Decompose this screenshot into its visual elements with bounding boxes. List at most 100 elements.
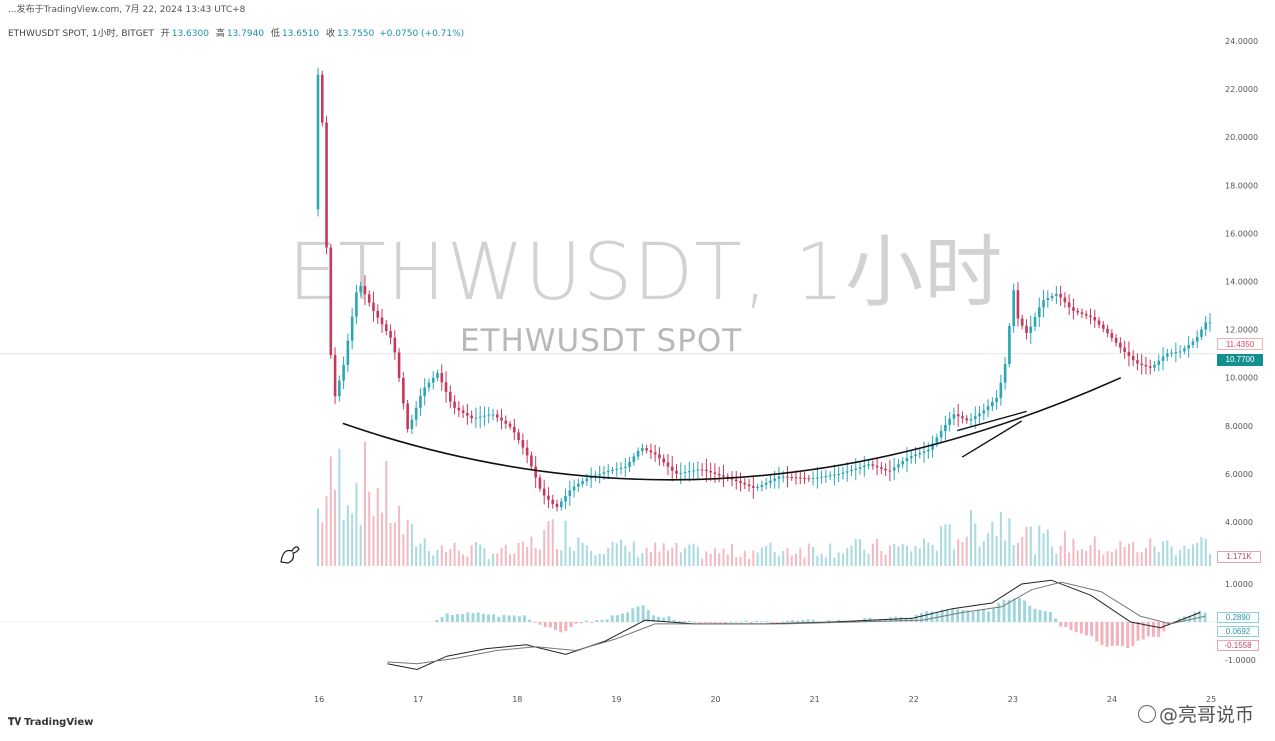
candle-body xyxy=(1076,310,1079,313)
macd-histogram-bar xyxy=(760,621,764,623)
volume-bar xyxy=(1098,549,1101,566)
volume-bar xyxy=(351,513,354,566)
tradingview-logo[interactable]: 𝐓𝐕 TradingView xyxy=(8,717,93,728)
volume-bar xyxy=(521,541,524,566)
candle-body xyxy=(692,470,695,472)
volume-bar xyxy=(893,543,896,566)
x-tick-label: 18 xyxy=(512,695,522,704)
candle-body xyxy=(1119,342,1122,348)
volume-bar xyxy=(1025,527,1028,566)
volume-bar xyxy=(598,553,601,566)
volume-bar xyxy=(1174,555,1177,566)
volume-bar xyxy=(1038,525,1041,566)
candle-body xyxy=(572,486,576,491)
candle-body xyxy=(820,476,823,478)
y-tick-label: 18.0000 xyxy=(1225,181,1258,190)
candle-body xyxy=(346,340,350,365)
volume-bar xyxy=(1166,540,1169,566)
candle-body xyxy=(525,447,529,456)
macd-histogram-bar xyxy=(476,612,480,622)
candle-body xyxy=(752,486,755,488)
volume-bar xyxy=(709,554,712,566)
volume-bar xyxy=(406,519,409,566)
candle-body xyxy=(965,418,969,421)
candle-body xyxy=(1144,365,1148,367)
candle-body xyxy=(709,471,712,473)
macd-histogram-bar xyxy=(796,620,800,622)
candle-body xyxy=(662,458,666,463)
candle-body xyxy=(542,488,546,496)
wedge-lower-line xyxy=(961,420,1023,458)
macd-histogram-bar xyxy=(791,620,795,622)
x-tick-label: 22 xyxy=(909,695,919,704)
macd-histogram-bar xyxy=(708,622,712,623)
macd-histogram-bar xyxy=(1074,622,1078,633)
candle-body xyxy=(824,476,828,478)
macd-histogram-bar xyxy=(631,608,635,622)
volume-bar xyxy=(1127,543,1130,566)
volume-bar xyxy=(517,543,520,566)
candle-body xyxy=(611,469,614,471)
volume-bar xyxy=(940,526,943,566)
macd-histogram-bar xyxy=(1033,608,1037,622)
volume-bar xyxy=(530,536,533,566)
candle-body xyxy=(1089,315,1092,318)
macd-histogram-bar xyxy=(1079,622,1083,634)
candle-body xyxy=(909,456,913,459)
volume-bar xyxy=(957,539,960,566)
volume-bar xyxy=(884,554,887,566)
macd-histogram-bar xyxy=(749,622,753,623)
candle-body xyxy=(402,377,405,404)
volume-bar xyxy=(1068,552,1071,566)
macd-histogram-bar xyxy=(1043,611,1047,622)
macd-histogram-bar xyxy=(1095,622,1099,642)
volume-bar xyxy=(944,524,947,566)
volume-bar xyxy=(581,542,584,566)
candle-body xyxy=(880,467,883,469)
candle-body xyxy=(914,454,917,457)
volume-bar xyxy=(445,552,448,566)
candle-body xyxy=(1050,295,1054,299)
macd-histogram-bar xyxy=(775,622,779,623)
rounded-bottom-arc xyxy=(342,376,1122,481)
candle-body xyxy=(606,470,610,473)
macd-histogram-bar xyxy=(950,608,954,622)
macd-histogram-bar xyxy=(538,622,542,625)
macd-histogram-bar xyxy=(765,621,769,623)
volume-bar xyxy=(974,523,977,566)
symbol-name: ETHWUSDT SPOT, 1小时, BITGET xyxy=(8,29,154,39)
volume-bar xyxy=(658,551,661,566)
ohlc-low-value: 13.6510 xyxy=(281,29,320,39)
candle-body xyxy=(406,403,409,430)
candle-body xyxy=(948,418,951,425)
candle-body xyxy=(773,478,776,481)
candle-body xyxy=(508,423,512,427)
macd-histogram-bar xyxy=(646,610,650,622)
candle-body xyxy=(474,417,478,419)
candle-body xyxy=(726,476,730,478)
volume-bar xyxy=(1183,545,1186,566)
macd-signal-line xyxy=(387,581,1206,665)
macd-histogram-bar xyxy=(909,617,913,622)
macd-histogram-bar xyxy=(997,603,1001,622)
candle-body xyxy=(700,469,704,471)
volume-bar xyxy=(1123,547,1126,566)
candle-body xyxy=(986,406,990,411)
volume-bar xyxy=(338,448,341,566)
volume-bar xyxy=(918,548,921,566)
volume-bar xyxy=(760,547,763,566)
macd-histogram-bar xyxy=(811,619,815,622)
macd-line xyxy=(387,579,1201,671)
candle-body xyxy=(956,414,960,417)
x-tick-label: 17 xyxy=(413,695,423,704)
candle-body xyxy=(1072,307,1075,311)
volume-bar xyxy=(317,508,319,566)
candle-body xyxy=(858,467,862,469)
volume-bar xyxy=(325,496,328,566)
candle-body xyxy=(705,469,708,472)
candle-body xyxy=(547,495,550,500)
candle-body xyxy=(1208,322,1212,324)
volume-bar xyxy=(713,548,716,566)
y-tick-label: 24.0000 xyxy=(1225,37,1258,46)
